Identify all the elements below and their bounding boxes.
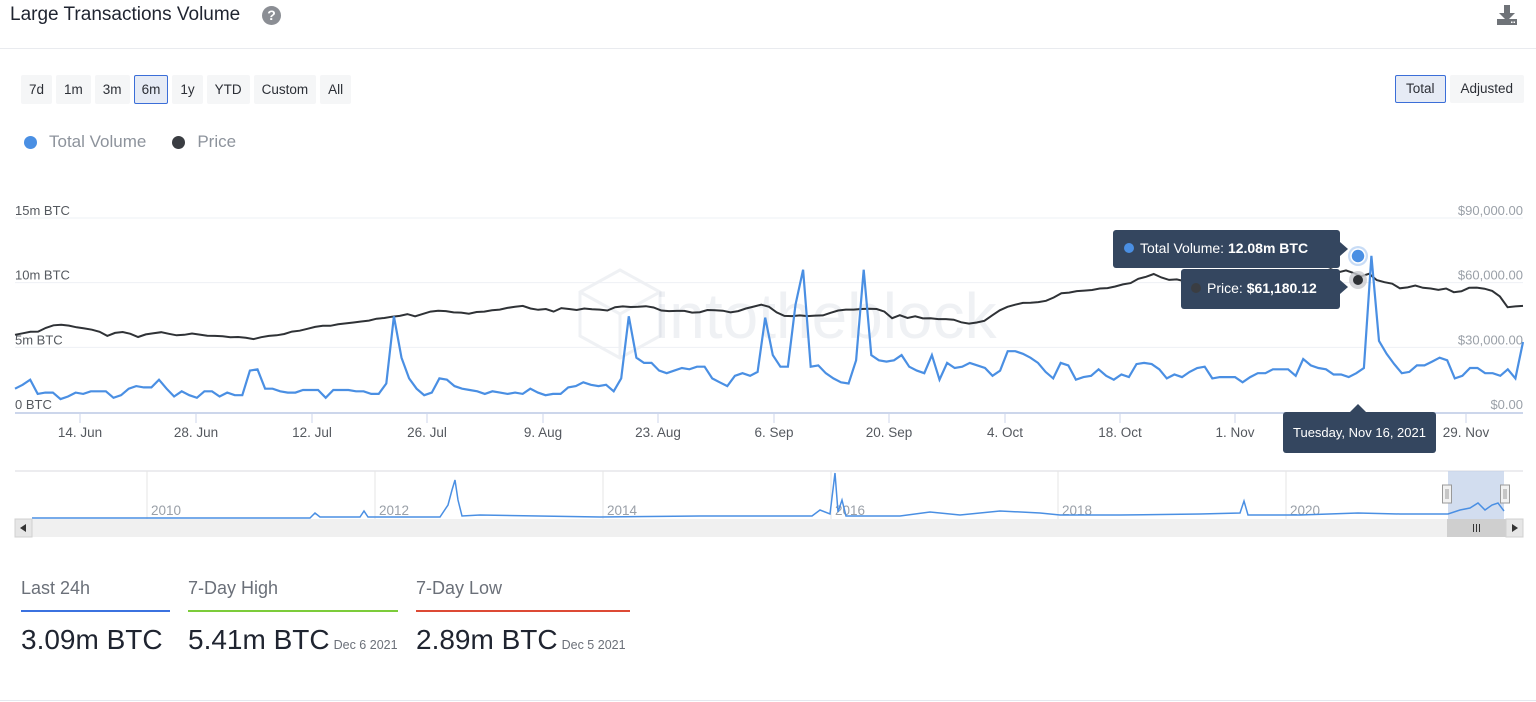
y-tick-label-right: $90,000.00 — [1458, 203, 1523, 218]
stat-underline — [188, 610, 398, 612]
stat-7-day-high: 7-Day High 5.41m BTC Dec 6 2021 — [188, 578, 398, 656]
navigator-handle-left[interactable] — [1442, 484, 1452, 504]
page-title: Large Transactions Volume — [10, 4, 241, 25]
watermark-logo-icon — [578, 268, 662, 360]
divider — [0, 700, 1536, 701]
stat-value: 3.09m BTC — [21, 624, 163, 655]
tooltip-price: Price: $61,180.12 — [1181, 269, 1340, 309]
legend-item-total-volume[interactable]: Total Volume — [24, 132, 146, 152]
navigator-year-label: 2016 — [835, 503, 865, 518]
x-tick-label: 28. Jun — [174, 425, 218, 440]
y-tick-label: 15m BTC — [15, 203, 70, 218]
navigator-year-label: 2012 — [379, 503, 409, 518]
mode-button-adjusted[interactable]: Adjusted — [1449, 75, 1525, 103]
legend-item-price[interactable]: Price — [172, 132, 236, 152]
y-tick-label-right: $60,000.00 — [1458, 268, 1523, 283]
stat-label: 7-Day High — [188, 578, 279, 598]
x-tick-label: 29. Nov — [1443, 425, 1490, 440]
watermark-text: intotheblock — [655, 280, 998, 352]
x-tick-label: 26. Jul — [407, 425, 447, 440]
range-button-1y[interactable]: 1y — [172, 75, 203, 104]
tooltip-price-value: $61,180.12 — [1246, 280, 1317, 296]
chart-legend: Total Volume Price — [24, 132, 262, 152]
tooltip-volume: Total Volume: 12.08m BTC — [1113, 230, 1340, 268]
mode-selector: Total Adjusted — [1395, 75, 1525, 103]
y-tick-label: 0 BTC — [15, 397, 52, 412]
stat-value: 5.41m BTC Dec 6 2021 — [188, 624, 398, 655]
range-selector: 7d 1m 3m 6m 1y YTD Custom All — [21, 75, 352, 104]
stat-underline — [21, 610, 170, 612]
navigator-year-label: 2010 — [151, 503, 181, 518]
range-button-all[interactable]: All — [320, 75, 352, 104]
navigator-scrollbar[interactable] — [15, 519, 1523, 537]
stat-label: Last 24h — [21, 578, 91, 598]
stat-date: Dec 5 2021 — [561, 638, 626, 652]
y-axis-right: $0.00 $30,000.00 $60,000.00 $90,000.00 — [1458, 203, 1523, 412]
navigator-year-label: 2014 — [607, 503, 638, 518]
y-tick-label: 10m BTC — [15, 268, 70, 283]
tooltip-date: Tuesday, Nov 16, 2021 — [1283, 412, 1436, 453]
volume-series-line[interactable] — [14, 255, 1525, 401]
range-button-custom[interactable]: Custom — [253, 75, 317, 104]
legend-dot-icon — [24, 135, 37, 149]
range-button-ytd[interactable]: YTD — [206, 75, 250, 104]
x-tick-label: 18. Oct — [1098, 425, 1142, 440]
tooltip-price-label: Price: — [1207, 280, 1247, 296]
volume-dot-icon — [1124, 243, 1134, 253]
navigator-handle-right[interactable] — [1500, 484, 1510, 504]
tooltip-pointer — [1340, 242, 1348, 256]
x-tick-label: 4. Oct — [987, 425, 1023, 440]
volume-hover-marker — [1350, 248, 1366, 264]
x-tick-label: 20. Sep — [866, 425, 913, 440]
y-tick-label: 5m BTC — [15, 332, 63, 347]
tooltip-volume-label: Total Volume: — [1140, 240, 1228, 256]
range-button-6m[interactable]: 6m — [133, 75, 169, 104]
x-tick-label: 14. Jun — [58, 425, 102, 440]
x-tick-label: 6. Sep — [754, 425, 793, 440]
mode-button-total[interactable]: Total — [1395, 75, 1446, 103]
caret-left-icon — [20, 524, 26, 532]
legend-label: Price — [197, 132, 237, 151]
range-button-7d[interactable]: 7d — [21, 75, 53, 104]
download-icon[interactable] — [1496, 4, 1518, 26]
y-tick-label-right: $0.00 — [1490, 397, 1523, 412]
x-tick-label: 12. Jul — [292, 425, 332, 440]
question-circle-icon[interactable]: ? — [262, 6, 281, 25]
stat-underline — [416, 610, 630, 612]
price-dot-icon — [1191, 283, 1201, 293]
x-axis: 14. Jun 28. Jun 12. Jul 26. Jul 9. Aug 23. Au… — [15, 412, 1523, 440]
stat-label: 7-Day Low — [416, 578, 503, 598]
x-tick-label: 23. Aug — [635, 425, 681, 440]
stat-date: Dec 6 2021 — [333, 638, 398, 652]
header: Large Transactions Volume ? — [0, 0, 1536, 49]
y-axis-left: 0 BTC 5m BTC 10m BTC 15m BTC — [15, 203, 70, 412]
y-tick-label-right: $30,000.00 — [1458, 332, 1523, 347]
tooltip-pointer — [1350, 404, 1366, 412]
caret-right-icon — [1512, 524, 1518, 532]
price-hover-marker — [1353, 275, 1363, 285]
range-button-3m[interactable]: 3m — [94, 75, 130, 104]
legend-dot-icon — [172, 135, 186, 149]
x-tick-label: 1. Nov — [1215, 425, 1254, 440]
stat-7-day-low: 7-Day Low 2.89m BTC Dec 5 2021 — [416, 578, 630, 656]
x-tick-label: 9. Aug — [524, 425, 562, 440]
chart-area[interactable]: intotheblock 0 BTC 5m BTC 10m BTC 15m BTC $… — [0, 0, 1536, 560]
stat-value: 2.89m BTC Dec 5 2021 — [416, 624, 626, 655]
stats-row: Last 24h 3.09m BTC 7-Day High 5.41m BTC Dec … — [21, 578, 648, 656]
navigator[interactable]: 2010 2012 2014 2016 2018 2020 — [14, 470, 1524, 538]
tooltip-pointer — [1340, 280, 1348, 294]
stat-last-24h: Last 24h 3.09m BTC — [21, 578, 170, 656]
grip-icon — [1473, 524, 1480, 532]
tooltip-volume-value: 12.08m BTC — [1227, 240, 1309, 256]
range-button-1m[interactable]: 1m — [56, 75, 91, 104]
legend-label: Total Volume — [49, 132, 147, 151]
